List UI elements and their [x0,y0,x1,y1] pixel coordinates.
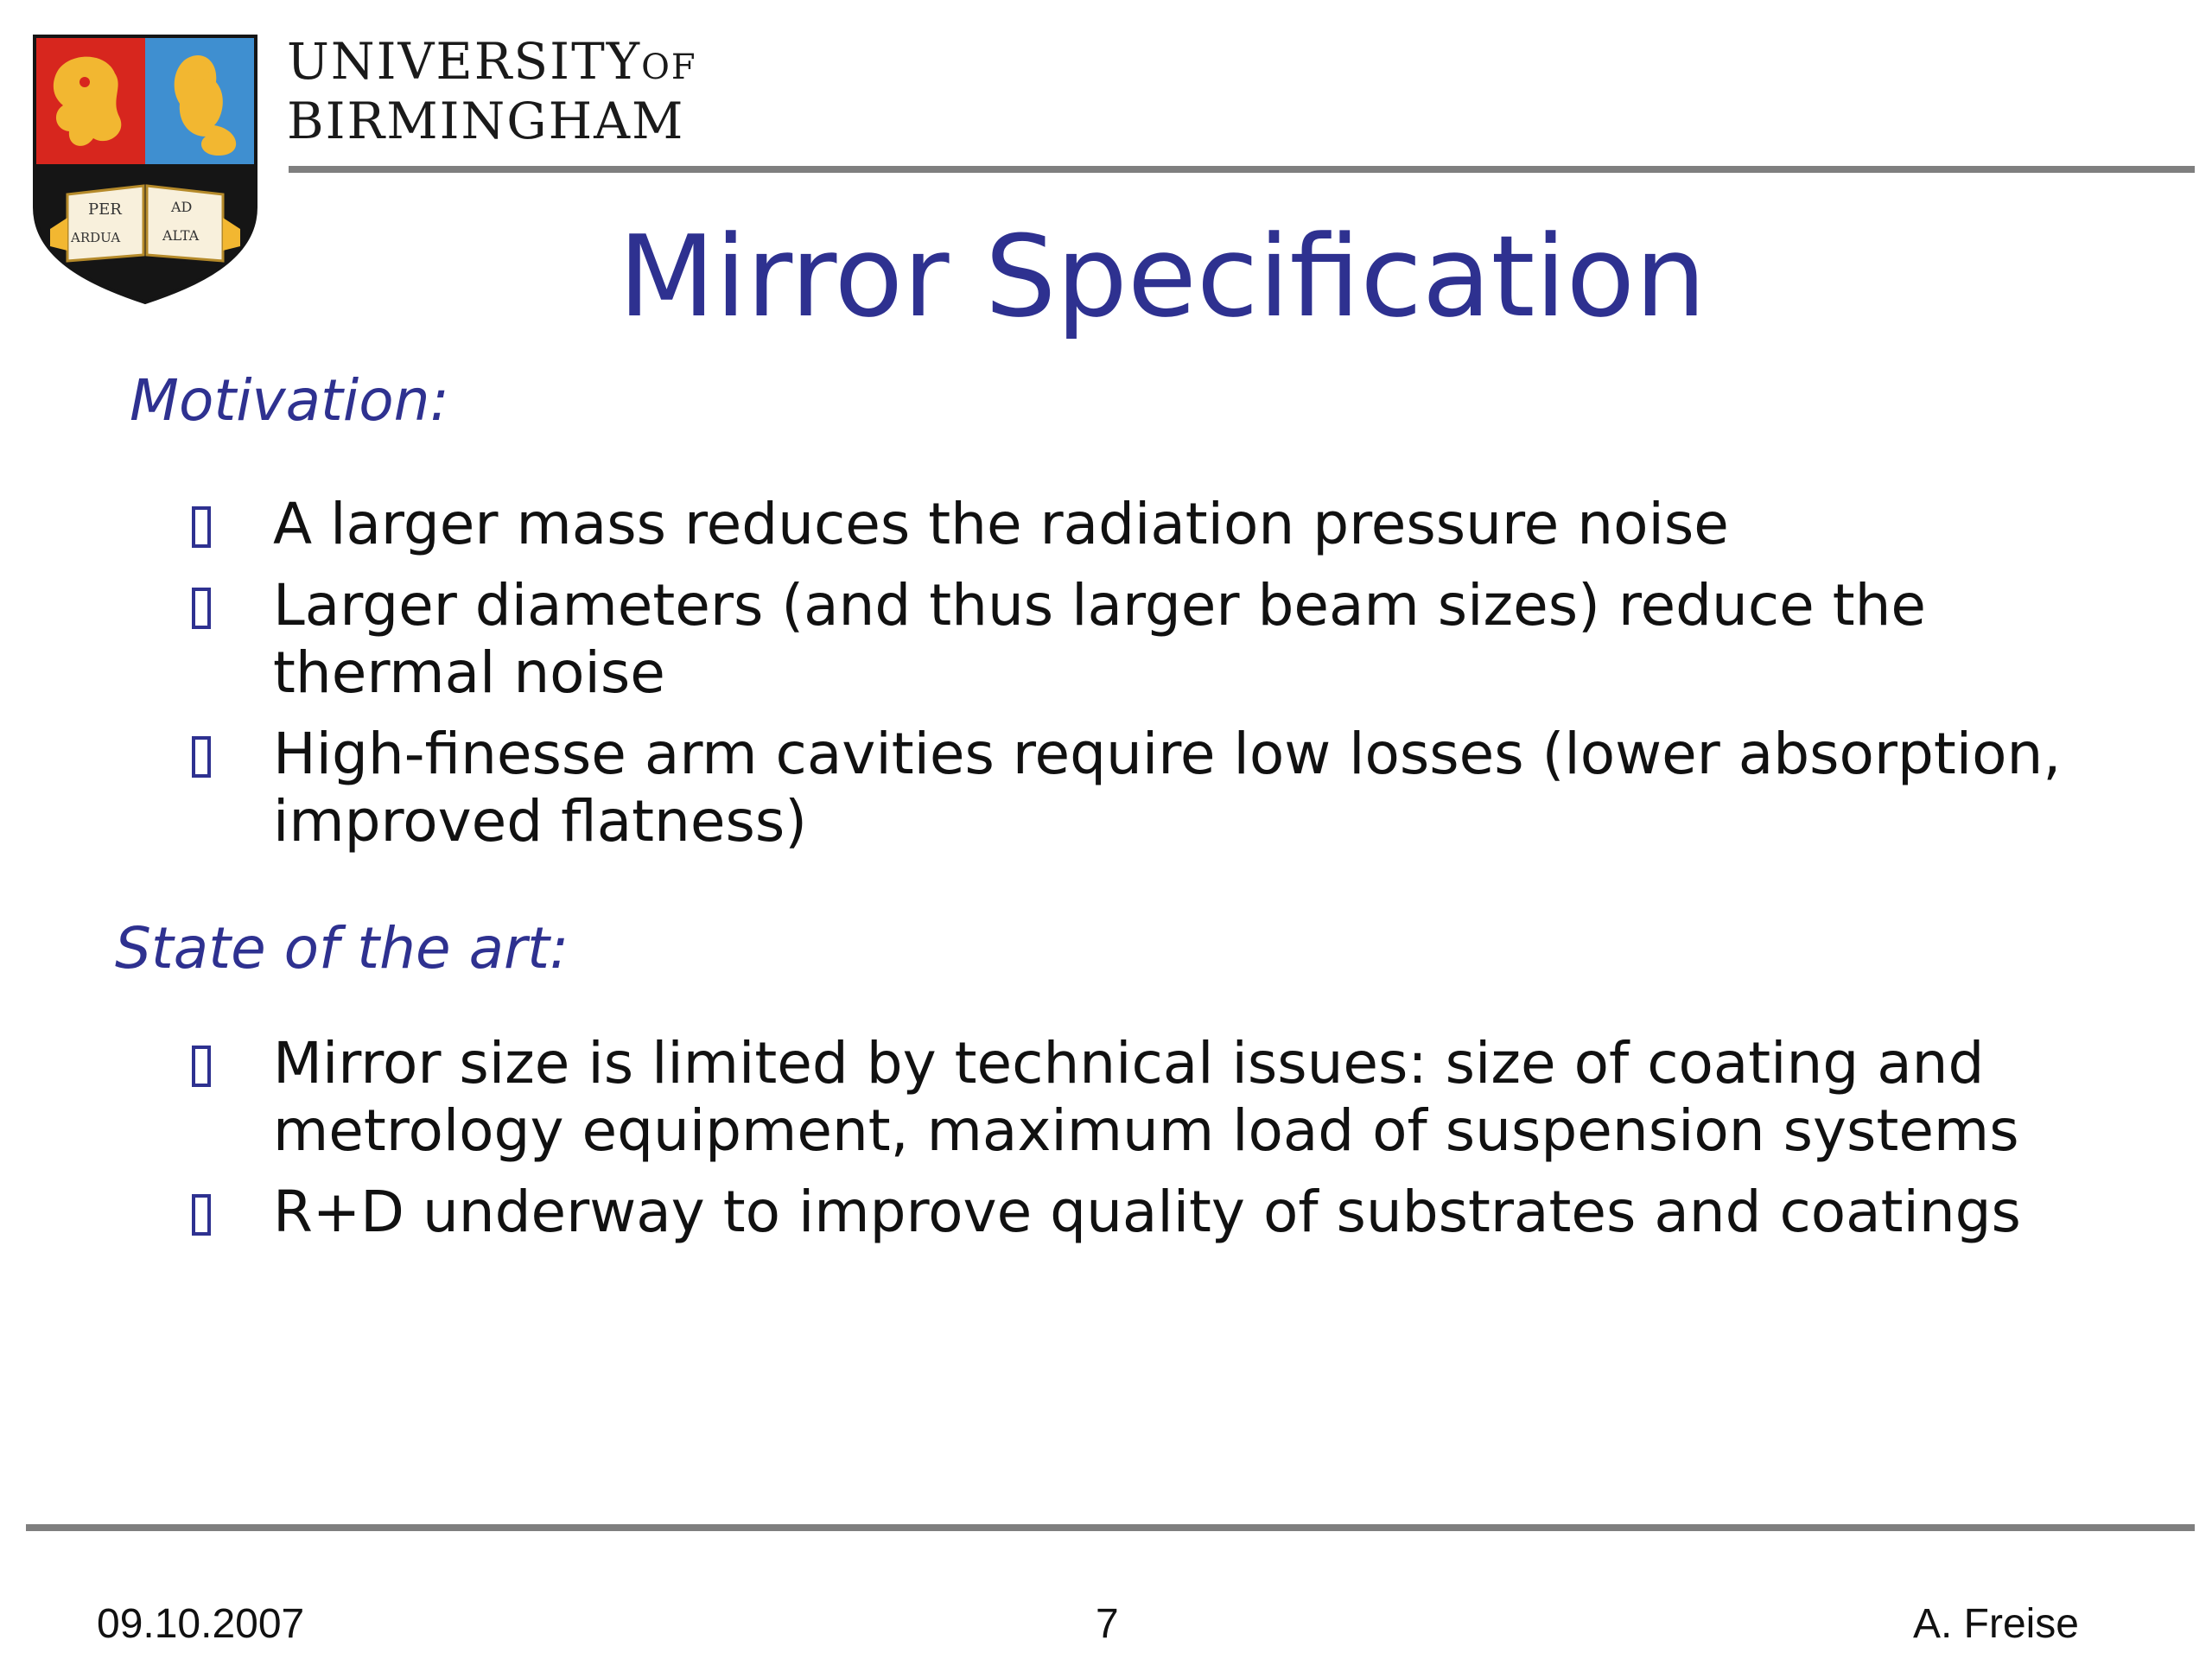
crest-motto-alta: ALTA [162,227,200,244]
bullet-text: A larger mass reduces the radiation pres… [273,491,1729,557]
footer-page-number: 7 [1096,1601,1119,1647]
bullet-text: Larger diameters (and thus larger beam s… [273,572,1927,706]
crest-motto-per: PER [88,200,122,219]
bullet-marker-icon [192,588,211,629]
bullet-item: High-finesse arm cavities require low lo… [192,721,2110,855]
footer-author: A. Freise [1912,1601,2079,1647]
university-crest-logo: PER AD ARDUA ALTA [33,35,257,304]
footer-date: 09.10.2007 [97,1601,305,1647]
motivation-bullet-list: A larger mass reduces the radiation pres… [192,491,2110,869]
bullet-item: Mirror size is limited by technical issu… [192,1030,2110,1165]
bullet-marker-icon [192,736,211,778]
section-heading-state-of-the-art: State of the art: [115,915,569,982]
bullet-text: Mirror size is limited by technical issu… [273,1030,2019,1164]
bullet-item: A larger mass reduces the radiation pres… [192,491,2110,558]
bullet-text: High-finesse arm cavities require low lo… [273,721,2062,855]
bullet-item: Larger diameters (and thus larger beam s… [192,572,2110,707]
bullet-marker-icon [192,1046,211,1087]
university-wordmark: UNIVERSITYOF BIRMINGHAM [287,35,697,148]
university-of: OF [641,48,697,87]
crest-motto-ad: AD [170,199,192,215]
header-divider [289,166,2195,173]
bullet-text: R+D underway to improve quality of subst… [273,1179,2021,1245]
crest-motto-ardua: ARDUA [70,230,120,245]
slide-title: Mirror Specification [618,211,1707,342]
university-line1: UNIVERSITY [287,32,642,91]
bullet-marker-icon [192,506,211,548]
state-of-the-art-bullet-list: Mirror size is limited by technical issu… [192,1030,2110,1260]
section-heading-motivation: Motivation: [130,367,449,434]
footer-divider [26,1524,2195,1531]
bullet-item: R+D underway to improve quality of subst… [192,1179,2110,1246]
bullet-marker-icon [192,1194,211,1236]
university-line2: BIRMINGHAM [287,92,685,150]
